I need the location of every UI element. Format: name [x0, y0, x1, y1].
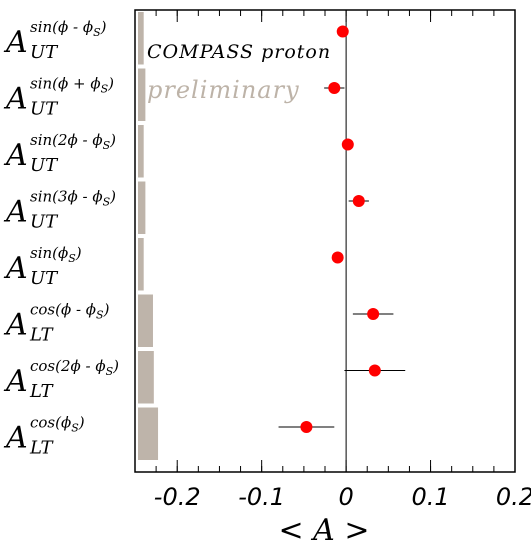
x-tick-label: -0.2: [154, 483, 201, 511]
row-label-superscript: sin(3ϕ - ϕS): [30, 188, 116, 209]
systematic-band-1: [138, 12, 144, 65]
systematic-band-8: [138, 407, 159, 460]
row-label-superscript: sin(ϕ + ϕS): [30, 75, 114, 96]
x-tick-label: 0.1: [411, 483, 449, 511]
row-label-main: A: [3, 195, 28, 230]
row-label-main: A: [3, 251, 28, 286]
systematic-band-5: [138, 238, 144, 291]
data-point-8: [300, 420, 313, 433]
row-label-subscript: UT: [30, 268, 59, 289]
row-label-subscript: UT: [30, 155, 59, 176]
systematic-band-4: [138, 181, 146, 234]
data-point-4: [352, 194, 365, 207]
row-label-1: A UT sin(ϕ - ϕS): [3, 18, 107, 63]
row-label-7: A LT cos(2ϕ - ϕS): [3, 357, 119, 402]
row-label-4: A UT sin(3ϕ - ϕS): [3, 188, 116, 233]
x-tick-labels: -0.2 -0.1 0 0.1 0.2: [154, 483, 531, 511]
row-label-main: A: [3, 364, 28, 399]
data-points: [300, 25, 381, 433]
data-point-7: [368, 364, 381, 377]
row-label-subscript: UT: [30, 99, 59, 120]
row-label-2: A UT sin(ϕ + ϕS): [3, 75, 114, 120]
row-label-subscript: UT: [30, 212, 59, 233]
row-label-subscript: LT: [29, 325, 54, 346]
row-label-subscript: LT: [29, 381, 54, 402]
annotation-experiment: COMPASS proton: [147, 41, 331, 63]
data-point-6: [367, 307, 380, 320]
row-label-main: A: [3, 138, 28, 173]
data-point-1: [336, 25, 349, 38]
systematic-band-7: [138, 351, 154, 404]
row-label-5: A UT sin(ϕS): [3, 244, 82, 289]
row-label-superscript: sin(ϕS): [30, 244, 82, 265]
systematic-bands: [138, 12, 159, 460]
data-point-3: [341, 138, 354, 151]
x-tick-label: 0.2: [496, 483, 531, 511]
row-label-superscript: cos(2ϕ - ϕS): [30, 357, 119, 378]
x-axis-ticks: [134, 10, 516, 472]
row-label-superscript: cos(ϕ - ϕS): [30, 301, 110, 322]
row-label-3: A UT sin(2ϕ - ϕS): [3, 131, 116, 176]
row-label-8: A LT cos(ϕS): [3, 414, 85, 459]
row-label-subscript: UT: [30, 42, 59, 63]
systematic-band-3: [138, 125, 144, 178]
row-label-6: A LT cos(ϕ - ϕS): [3, 301, 110, 346]
systematic-band-6: [138, 294, 153, 347]
row-label-subscript: LT: [29, 438, 54, 459]
x-axis-title: < A >: [278, 513, 369, 548]
row-label-main: A: [3, 308, 28, 343]
row-label-main: A: [3, 82, 28, 117]
row-label-superscript: sin(2ϕ - ϕS): [30, 131, 116, 152]
row-label-superscript: cos(ϕS): [30, 414, 85, 435]
row-label-superscript: sin(ϕ - ϕS): [30, 18, 107, 39]
annotation-status: preliminary: [147, 76, 300, 104]
x-tick-label: -0.1: [238, 483, 285, 511]
data-point-5: [331, 251, 344, 264]
row-label-main: A: [3, 421, 28, 456]
x-tick-label: 0: [338, 483, 353, 511]
row-label-main: A: [3, 25, 28, 60]
data-point-2: [328, 81, 341, 94]
systematic-band-2: [138, 68, 146, 121]
